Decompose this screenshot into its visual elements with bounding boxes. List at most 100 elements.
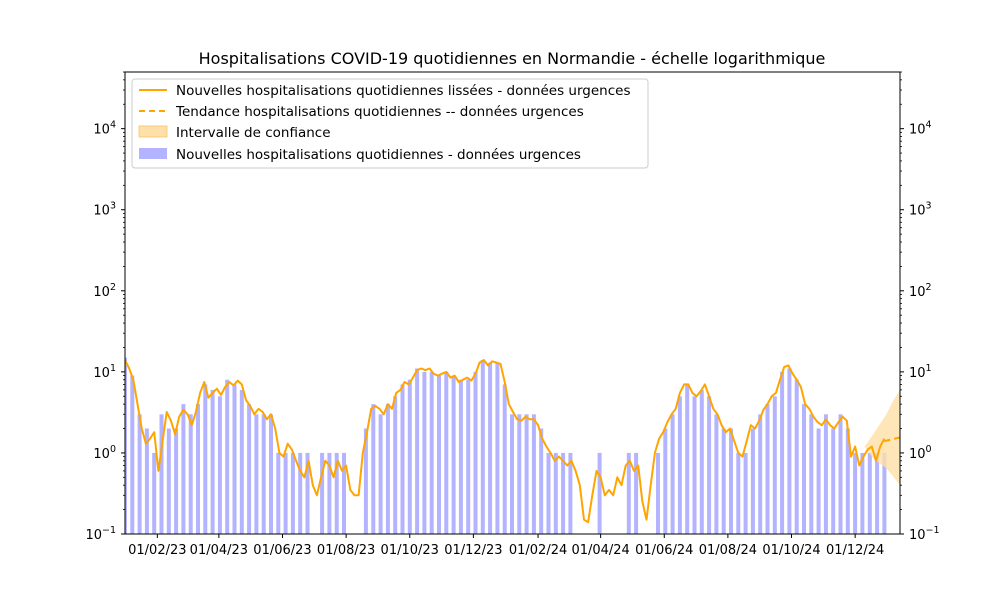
y-tick-label-left: 10−1	[85, 525, 116, 543]
daily-bar	[502, 384, 507, 534]
daily-bar	[787, 368, 792, 534]
daily-bar	[488, 362, 493, 534]
daily-bar	[393, 396, 398, 534]
legend: Nouvelles hospitalisations quotidiennes …	[131, 78, 649, 169]
daily-bar	[437, 375, 441, 534]
daily-bar	[721, 428, 726, 534]
daily-bar	[707, 396, 712, 534]
daily-bar	[561, 452, 566, 534]
daily-bar	[510, 414, 514, 534]
y-tick-label-right: 102	[909, 282, 932, 300]
daily-bar	[334, 452, 339, 534]
daily-bar	[203, 384, 208, 534]
daily-bar	[809, 414, 814, 534]
x-tick-label: 01/02/23	[128, 543, 186, 558]
daily-bar	[217, 396, 222, 534]
daily-bar	[531, 414, 536, 534]
daily-bar	[473, 371, 478, 534]
daily-bar	[677, 396, 682, 534]
daily-bar	[283, 452, 288, 534]
x-tick-label: 01/02/24	[509, 543, 567, 558]
daily-bar	[692, 396, 697, 534]
daily-bar	[400, 384, 405, 534]
chart-title: Hospitalisations COVID-19 quotidiennes e…	[199, 49, 826, 68]
daily-bar	[634, 452, 639, 534]
y-tick-label-left: 101	[93, 363, 116, 381]
daily-bar	[597, 452, 602, 534]
daily-bar	[196, 404, 200, 534]
daily-bar	[327, 452, 332, 534]
confidence-band	[864, 389, 900, 486]
daily-bar	[838, 414, 843, 534]
daily-bar	[261, 414, 266, 534]
daily-bar	[743, 452, 748, 534]
daily-bar	[875, 452, 880, 534]
daily-bar	[210, 389, 215, 534]
daily-bar	[239, 389, 244, 534]
daily-bar	[663, 428, 668, 534]
daily-bar	[378, 414, 383, 534]
legend-label-confidence: Intervalle de confiance	[176, 125, 331, 141]
daily-bar	[415, 368, 420, 534]
legend-swatch-confidence	[138, 125, 168, 138]
y-tick-label-left: 103	[93, 201, 116, 219]
smoothed-hospitalisations-line	[125, 359, 886, 524]
daily-bar	[794, 379, 799, 534]
x-tick-label: 01/12/23	[444, 543, 502, 558]
daily-bar	[385, 404, 390, 534]
daily-bar	[174, 428, 179, 534]
daily-bar	[342, 452, 346, 534]
daily-bar	[466, 379, 471, 534]
x-tick-label: 01/04/23	[190, 543, 248, 558]
y-tick-label-right: 104	[909, 120, 932, 138]
daily-bar	[320, 452, 325, 534]
daily-bar	[269, 414, 273, 534]
daily-bar	[254, 414, 259, 534]
daily-bar	[152, 452, 157, 534]
x-tick-label: 01/08/24	[699, 543, 757, 558]
y-tick-label-right: 10−1	[909, 525, 940, 543]
daily-bar	[290, 452, 295, 534]
daily-bar	[736, 452, 741, 534]
daily-bar	[188, 414, 193, 534]
daily-bar	[714, 414, 719, 534]
daily-bar	[422, 371, 427, 534]
daily-bar	[159, 414, 164, 534]
trend-line-layer	[884, 436, 900, 443]
daily-bar	[772, 396, 777, 534]
daily-bar	[568, 452, 573, 534]
daily-bar	[750, 428, 755, 534]
daily-bar	[480, 360, 485, 534]
daily-bar	[137, 414, 142, 534]
daily-bar	[407, 379, 412, 534]
daily-bar	[823, 414, 828, 534]
y-tick-label-right: 100	[909, 444, 932, 462]
daily-bar	[765, 404, 770, 534]
daily-bar	[656, 452, 660, 534]
daily-bar	[670, 414, 675, 534]
y-tick-label-left: 104	[93, 120, 116, 138]
daily-bar	[363, 428, 368, 534]
daily-bar	[831, 428, 836, 534]
legend-label-smoothed: Nouvelles hospitalisations quotidiennes …	[176, 83, 630, 99]
trend-line	[884, 436, 900, 443]
daily-bar	[546, 452, 551, 534]
daily-bar	[524, 414, 529, 534]
x-tick-label: 01/10/24	[762, 543, 820, 558]
daily-bar	[130, 375, 135, 534]
daily-bar	[626, 452, 631, 534]
daily-bar	[144, 428, 149, 534]
daily-bar	[225, 379, 230, 534]
daily-bar	[371, 404, 376, 534]
daily-bar	[429, 371, 434, 534]
daily-bar	[685, 384, 690, 534]
daily-bar	[166, 428, 171, 534]
confidence-band-layer	[864, 389, 900, 486]
daily-bar	[495, 362, 500, 534]
daily-bar	[458, 379, 463, 534]
daily-bar	[181, 404, 186, 534]
daily-bar	[780, 371, 785, 534]
daily-bar	[451, 375, 456, 534]
x-tick-label: 01/06/23	[253, 543, 311, 558]
x-tick-label: 01/08/23	[317, 543, 375, 558]
